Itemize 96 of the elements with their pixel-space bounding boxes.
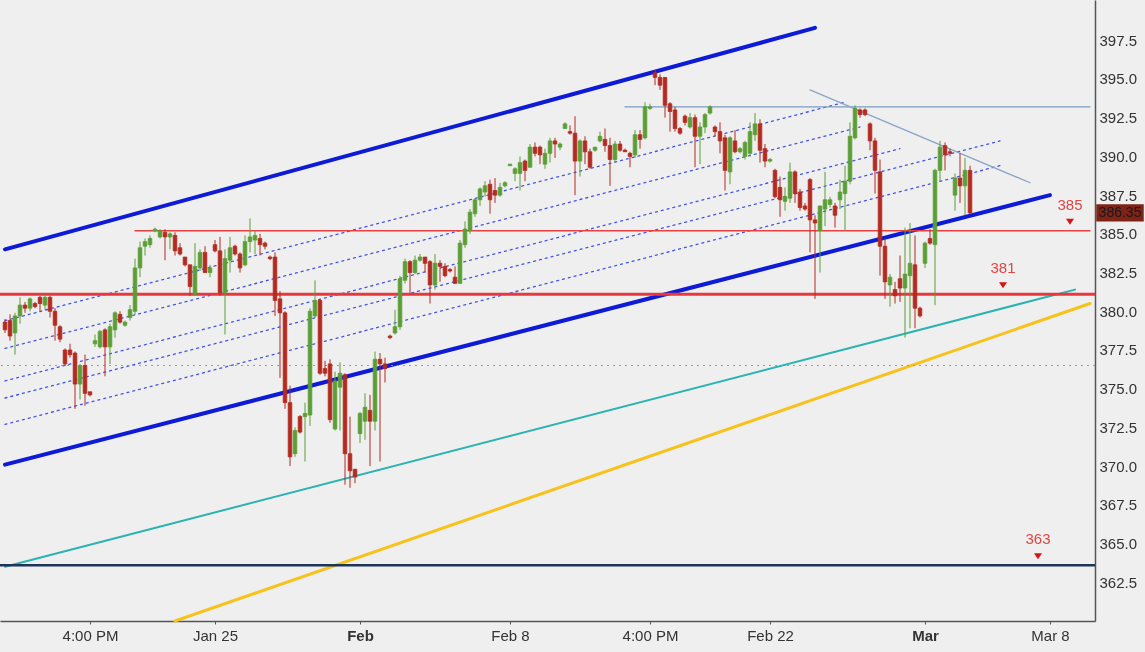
x-tick-label: 4:00 PM bbox=[62, 626, 119, 644]
candlestick bbox=[907, 222, 913, 329]
candlestick bbox=[887, 273, 893, 308]
y-tick-label: 382.5 bbox=[1099, 264, 1138, 282]
candlestick bbox=[362, 392, 368, 441]
candlestick bbox=[947, 148, 953, 157]
candlestick bbox=[822, 171, 828, 227]
candlestick bbox=[252, 230, 258, 255]
candlestick bbox=[242, 234, 248, 267]
candlestick bbox=[102, 327, 108, 377]
candlestick bbox=[7, 313, 13, 342]
candlestick bbox=[612, 140, 618, 164]
candlestick bbox=[672, 106, 678, 133]
x-tick-label: Feb 22 bbox=[747, 626, 794, 644]
x-tick-label: 4:00 PM bbox=[622, 626, 679, 644]
y-tick-label: 392.5 bbox=[1099, 109, 1138, 127]
y-tick-label: 372.5 bbox=[1099, 418, 1138, 436]
candlestick bbox=[902, 227, 908, 339]
y-tick-label: 380.0 bbox=[1099, 302, 1138, 320]
candlestick bbox=[487, 179, 493, 215]
candlestick bbox=[382, 357, 388, 384]
candlestick bbox=[922, 241, 928, 269]
candlestick bbox=[832, 202, 838, 229]
candlestick bbox=[407, 259, 413, 294]
y-tick-label: 387.5 bbox=[1099, 186, 1138, 204]
y-tick-label: 377.5 bbox=[1099, 341, 1138, 359]
candlestick bbox=[897, 255, 903, 303]
candlestick bbox=[437, 259, 443, 283]
candlestick bbox=[837, 179, 843, 210]
candlestick bbox=[142, 237, 148, 257]
candlestick bbox=[492, 177, 498, 204]
candlestick bbox=[927, 228, 933, 246]
y-tick-label: 362.5 bbox=[1099, 573, 1138, 591]
candlestick bbox=[172, 231, 178, 257]
candlestick bbox=[517, 155, 523, 191]
text: 386.35 bbox=[1098, 203, 1142, 220]
candlestick bbox=[577, 138, 583, 178]
candlestick bbox=[942, 141, 948, 171]
y-tick-label: 367.5 bbox=[1099, 496, 1138, 514]
x-tick-label: Feb 8 bbox=[491, 626, 530, 644]
candlestick bbox=[357, 411, 363, 444]
candlestick bbox=[552, 137, 558, 159]
candlestick bbox=[512, 166, 518, 182]
x-tick-label: Jan 25 bbox=[192, 626, 239, 644]
candlestick bbox=[952, 172, 958, 212]
candlestick bbox=[957, 152, 963, 204]
candlestick bbox=[297, 414, 303, 435]
candlestick bbox=[962, 157, 968, 216]
candlestick bbox=[37, 295, 43, 312]
candlestick bbox=[452, 265, 458, 284]
candlestick bbox=[607, 137, 613, 187]
y-tick-label: 397.5 bbox=[1099, 31, 1138, 49]
candlestick bbox=[632, 129, 638, 159]
candlestick bbox=[792, 169, 798, 204]
candlestick bbox=[827, 196, 833, 209]
candlestick bbox=[637, 129, 643, 150]
candlestick bbox=[167, 231, 173, 250]
candlestick bbox=[527, 143, 533, 168]
candlestick bbox=[42, 293, 48, 311]
candlestick bbox=[482, 180, 488, 198]
candlestick bbox=[732, 129, 738, 154]
candlestick bbox=[702, 112, 708, 134]
annotation: 381 bbox=[990, 259, 1016, 277]
annotation: 363 bbox=[1025, 530, 1051, 548]
candlestick bbox=[892, 281, 898, 305]
candlestick bbox=[432, 253, 438, 291]
candlestick bbox=[627, 151, 633, 168]
candlestick bbox=[92, 334, 98, 348]
annotation: 385 bbox=[1057, 195, 1083, 213]
candlestick bbox=[337, 361, 343, 432]
y-tick-label: 385.0 bbox=[1099, 225, 1138, 243]
candlestick bbox=[207, 264, 213, 278]
y-tick-label: 365.0 bbox=[1099, 535, 1138, 553]
candlestick bbox=[77, 363, 83, 401]
candlestick bbox=[257, 233, 263, 257]
y-tick-label: 395.0 bbox=[1099, 70, 1138, 88]
y-tick-label: 370.0 bbox=[1099, 457, 1138, 475]
candlestick bbox=[692, 114, 698, 168]
candlestick bbox=[582, 135, 588, 165]
y-tick-label: 375.0 bbox=[1099, 380, 1138, 398]
candlestick bbox=[202, 245, 208, 274]
candlestick bbox=[22, 301, 28, 314]
candlestick bbox=[747, 121, 753, 157]
candlestick bbox=[412, 255, 418, 275]
candlestick bbox=[367, 394, 373, 467]
candlestick bbox=[377, 352, 383, 462]
candlestick bbox=[652, 69, 658, 86]
candlestick bbox=[427, 259, 433, 305]
x-tick-label: Mar bbox=[912, 626, 939, 644]
candlestick bbox=[147, 234, 153, 249]
candlestick bbox=[162, 228, 168, 261]
x-tick-label: Mar 8 bbox=[1031, 626, 1070, 644]
y-tick-label: 390.0 bbox=[1099, 147, 1138, 165]
x-tick-label: Feb bbox=[347, 626, 374, 644]
candlestick bbox=[547, 137, 553, 164]
candlestick bbox=[292, 426, 298, 458]
